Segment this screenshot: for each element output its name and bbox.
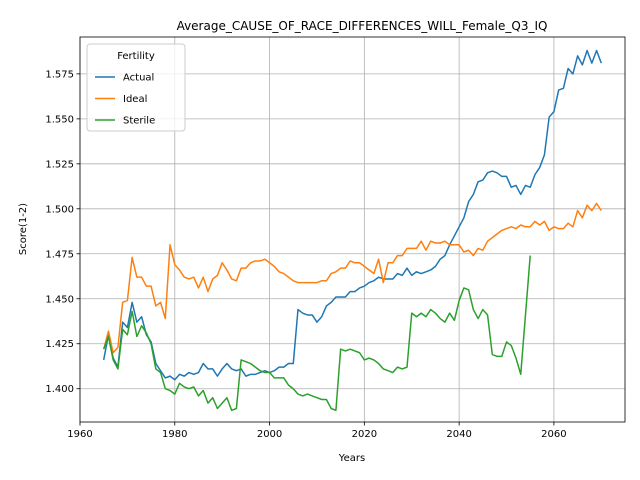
x-tick-label: 2040: [446, 429, 471, 440]
chart-title: Average_CAUSE_OF_RACE_DIFFERENCES_WILL_F…: [177, 19, 548, 33]
x-tick-label: 2000: [257, 429, 282, 440]
x-tick-label: 2020: [352, 429, 377, 440]
series-line-actual: [102, 49, 603, 381]
y-axis: 1.400 1.425 1.450 1.475 1.500 1.525 1.550 1.575: [45, 69, 80, 395]
legend-items: Actual Ideal Sterile: [95, 73, 155, 127]
legend-box: [86, 43, 186, 132]
y-axis-label: Score(1-2): [18, 203, 29, 255]
y-tick-label: 1.475: [45, 249, 74, 260]
legend-title: Fertility: [117, 51, 155, 62]
y-tick-label: 1.575: [45, 69, 74, 80]
series-line-sterile: [102, 255, 531, 412]
legend-label-sterile: Sterile: [123, 116, 155, 127]
series-layer: [102, 49, 603, 412]
legend: Fertility Actual Ideal Sterile: [86, 43, 186, 132]
legend-label-ideal: Ideal: [123, 94, 147, 105]
legend-label-actual: Actual: [123, 73, 154, 84]
y-tick-label: 1.400: [45, 384, 74, 395]
x-axis: 1960 1980 2000 2020 2040 2060: [67, 422, 567, 440]
x-tick-label: 1960: [67, 429, 92, 440]
y-tick-label: 1.525: [45, 159, 74, 170]
grid: [79, 37, 625, 422]
x-axis-label: Years: [338, 453, 365, 464]
plot-frame: [79, 36, 626, 423]
y-tick-label: 1.450: [45, 294, 74, 305]
series-line-ideal: [102, 202, 602, 354]
x-tick-label: 1980: [162, 429, 187, 440]
y-tick-label: 1.550: [45, 114, 74, 125]
y-tick-label: 1.500: [45, 204, 74, 215]
x-tick-label: 2060: [541, 429, 566, 440]
y-tick-label: 1.425: [45, 339, 74, 350]
